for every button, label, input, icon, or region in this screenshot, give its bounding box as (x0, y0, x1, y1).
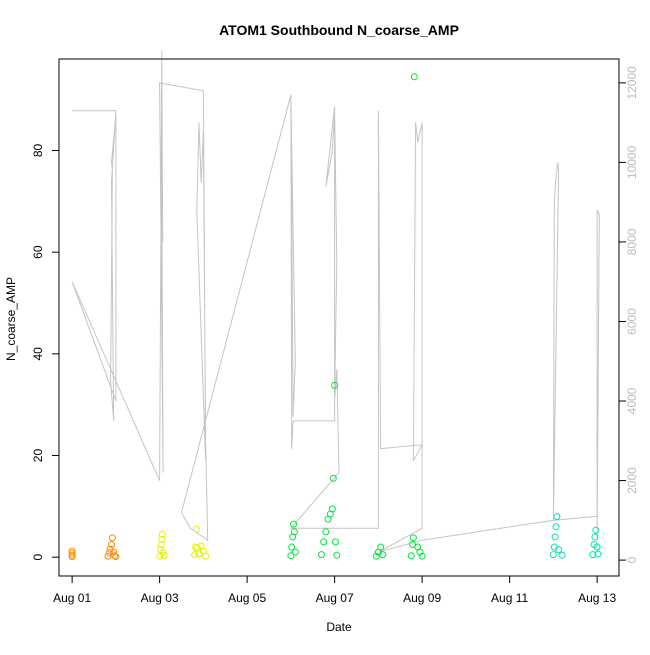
data-point (68, 553, 76, 561)
data-point (291, 548, 299, 556)
y2-tick-label: 6000 (625, 308, 639, 335)
data-point (416, 548, 424, 556)
data-point (558, 551, 566, 559)
y2-tick-label: 12000 (625, 66, 639, 100)
data-point (157, 541, 165, 548)
data-point (108, 541, 115, 548)
data-point (332, 538, 339, 546)
data-point (549, 551, 557, 559)
x-tick-label: Aug 05 (228, 591, 266, 605)
data-point (290, 528, 298, 536)
data-point (322, 528, 330, 536)
data-point (418, 552, 426, 560)
y2-tick-label: 2000 (625, 467, 639, 494)
data-point (333, 551, 341, 559)
data-point (112, 553, 120, 561)
data-point (409, 534, 417, 542)
data-point (328, 505, 336, 513)
data-point (331, 381, 339, 389)
points-layer (68, 73, 602, 561)
data-point (553, 513, 561, 520)
y2-tick-label: 10000 (625, 145, 639, 179)
y-axis-label: N_coarse_AMP (4, 277, 18, 361)
x-tick-label: Aug 01 (53, 591, 91, 605)
y2-tick-label: 8000 (625, 228, 639, 255)
y-tick-label: 60 (31, 245, 45, 259)
data-point (410, 73, 418, 81)
y-tick-label: 0 (31, 554, 45, 561)
data-point (320, 538, 328, 546)
plot-frame (58, 58, 620, 577)
data-point (407, 552, 415, 560)
data-point (593, 543, 601, 551)
data-point (551, 533, 559, 541)
data-point (287, 552, 295, 560)
y-tick-label: 80 (31, 144, 45, 158)
data-point (592, 526, 600, 534)
data-point (290, 520, 297, 528)
y-tick-label: 20 (31, 449, 45, 463)
data-point (156, 552, 164, 560)
y2-tick-label: 4000 (625, 387, 639, 414)
y-tick-label: 40 (31, 347, 45, 361)
data-point (288, 543, 296, 551)
data-point (552, 523, 560, 531)
data-point (191, 551, 199, 559)
data-point (555, 546, 563, 554)
secondary-series-line (71, 50, 600, 553)
x-tick-label: Aug 13 (578, 591, 616, 605)
data-point (594, 550, 602, 558)
data-point (377, 543, 385, 551)
chart-title: ATOM1 Southbound N_coarse_AMP (219, 22, 459, 38)
data-point (108, 534, 116, 542)
y2-tick-label: 0 (625, 556, 639, 563)
data-point (591, 533, 599, 541)
data-point (202, 552, 210, 560)
data-point (329, 474, 337, 482)
x-tick-label: Aug 09 (403, 591, 441, 605)
data-point (111, 552, 119, 560)
data-point (104, 552, 112, 560)
data-point (158, 535, 166, 543)
x-tick-label: Aug 07 (316, 591, 354, 605)
data-point (589, 551, 597, 559)
data-point (158, 530, 166, 538)
data-point (192, 525, 200, 533)
data-point (372, 552, 380, 560)
x-tick-label: Aug 11 (491, 591, 528, 605)
x-axis-label: Date (326, 620, 352, 634)
data-point (379, 551, 387, 559)
data-point (159, 548, 167, 556)
secondary-line-layer (71, 50, 600, 553)
data-point (105, 549, 113, 557)
data-point (160, 552, 168, 560)
data-point (318, 551, 325, 559)
x-tick-label: Aug 03 (141, 591, 179, 605)
data-point (68, 549, 76, 557)
